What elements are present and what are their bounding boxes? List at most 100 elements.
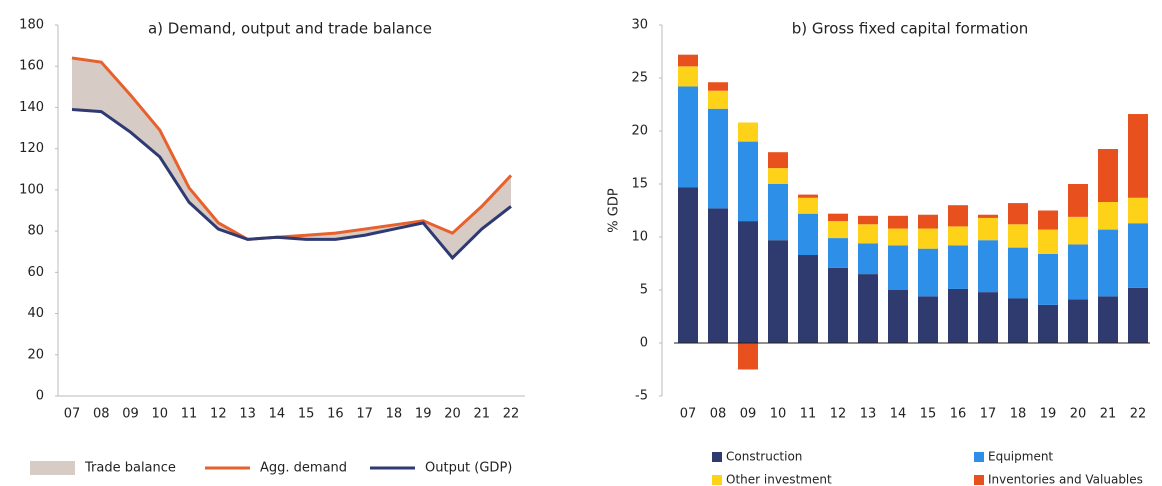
bar-segment <box>918 296 938 343</box>
y-tick-label: 80 <box>27 224 44 239</box>
x-tick-label: 22 <box>503 407 520 422</box>
bar-segment <box>1098 229 1118 297</box>
bar-segment <box>1038 210 1058 230</box>
bar-segment <box>948 226 968 246</box>
x-tick-label: 07 <box>64 407 81 422</box>
bar-segment <box>828 267 848 343</box>
x-tick-label: 19 <box>1040 407 1057 422</box>
legend-swatch <box>974 452 984 462</box>
y-tick-label: 60 <box>27 265 44 280</box>
bar-segment <box>1008 247 1028 299</box>
x-tick-label: 08 <box>710 407 727 422</box>
legend-swatch <box>712 452 722 462</box>
y-tick-label: 140 <box>19 100 44 115</box>
line <box>71 56 513 241</box>
bar-segment <box>828 221 848 239</box>
legend-label: Inventories and Valuables <box>988 473 1143 486</box>
bar-segment <box>888 245 908 290</box>
bar-segment <box>918 214 938 229</box>
y-tick-label: 10 <box>631 230 648 245</box>
bar-segment <box>858 224 878 244</box>
y-axis-label: % GDP <box>607 188 622 233</box>
bar-segment <box>1128 114 1148 198</box>
x-tick-label: 12 <box>210 407 227 422</box>
bar-segment <box>798 213 818 256</box>
legend-label: Trade balance <box>84 461 176 476</box>
x-tick-label: 13 <box>860 407 877 422</box>
bar-segment <box>948 205 968 227</box>
x-tick-label: 17 <box>356 407 373 422</box>
bar-segment <box>1128 287 1148 343</box>
x-tick-label: 09 <box>122 407 139 422</box>
x-tick-label: 20 <box>444 407 461 422</box>
legend-label: Output (GDP) <box>425 461 512 476</box>
x-tick-label: 10 <box>770 407 787 422</box>
legend-label: Equipment <box>988 450 1053 464</box>
bar-segment <box>1068 244 1088 300</box>
x-tick-label: 21 <box>473 407 490 422</box>
x-tick-label: 18 <box>386 407 403 422</box>
bar-segment <box>1068 299 1088 343</box>
bar-segment <box>738 221 758 343</box>
bar-segment <box>708 108 728 209</box>
x-tick-label: 20 <box>1070 407 1087 422</box>
x-tick-label: 12 <box>830 407 847 422</box>
y-tick-label: 20 <box>631 124 648 139</box>
x-tick-label: 15 <box>920 407 937 422</box>
x-tick-label: 08 <box>93 407 110 422</box>
bar-segment <box>1038 304 1058 343</box>
line <box>71 108 512 261</box>
bar-segment <box>798 194 818 198</box>
bar-segment <box>888 290 908 343</box>
bar-segment <box>738 343 758 370</box>
bar-segment <box>798 255 818 343</box>
y-tick-label: 180 <box>19 18 44 33</box>
x-tick-label: 14 <box>890 407 907 422</box>
bar-segment <box>1008 298 1028 343</box>
y-tick-label: 5 <box>640 283 648 298</box>
legend-swatch <box>30 461 75 475</box>
bar-segment <box>1098 149 1118 203</box>
bar-segment <box>678 54 698 67</box>
bar-segment <box>978 217 998 241</box>
bar-segment <box>1098 296 1118 343</box>
bar-segment <box>1038 253 1058 305</box>
bar-segment <box>978 292 998 343</box>
x-tick-label: 22 <box>1130 407 1147 422</box>
x-tick-label: 11 <box>181 407 198 422</box>
chart-title: b) Gross fixed capital formation <box>792 20 1029 38</box>
bar-segment <box>768 168 788 184</box>
bar-segment <box>918 248 938 297</box>
y-tick-label: -5 <box>635 389 648 404</box>
chart-title: a) Demand, output and trade balance <box>148 20 432 38</box>
legend-label: Other investment <box>726 473 832 486</box>
bar-segment <box>948 245 968 289</box>
bar-segment <box>828 213 848 222</box>
legend-swatch <box>712 475 722 485</box>
y-tick-label: 120 <box>19 141 44 156</box>
bar-segment <box>678 66 698 87</box>
bar-segment <box>978 214 998 218</box>
y-tick-label: 0 <box>640 336 648 351</box>
bar-segment <box>858 243 878 275</box>
bar-segment <box>1008 203 1028 225</box>
bar-segment <box>948 288 968 343</box>
x-tick-label: 21 <box>1100 407 1117 422</box>
x-tick-label: 13 <box>239 407 256 422</box>
x-tick-label: 11 <box>800 407 817 422</box>
bar-segment <box>918 228 938 249</box>
x-tick-label: 18 <box>1010 407 1027 422</box>
bar-segment <box>828 238 848 268</box>
y-tick-label: 40 <box>27 306 44 321</box>
bar-segment <box>768 152 788 169</box>
bar-segment <box>708 208 728 343</box>
bar-segment <box>678 187 698 343</box>
bar-segment <box>1008 224 1028 248</box>
bar-segment <box>768 240 788 343</box>
x-tick-label: 09 <box>740 407 757 422</box>
y-tick-label: 100 <box>19 182 44 197</box>
bar-segment <box>888 215 908 229</box>
legend-swatch <box>974 475 984 485</box>
x-tick-label: 17 <box>980 407 997 422</box>
